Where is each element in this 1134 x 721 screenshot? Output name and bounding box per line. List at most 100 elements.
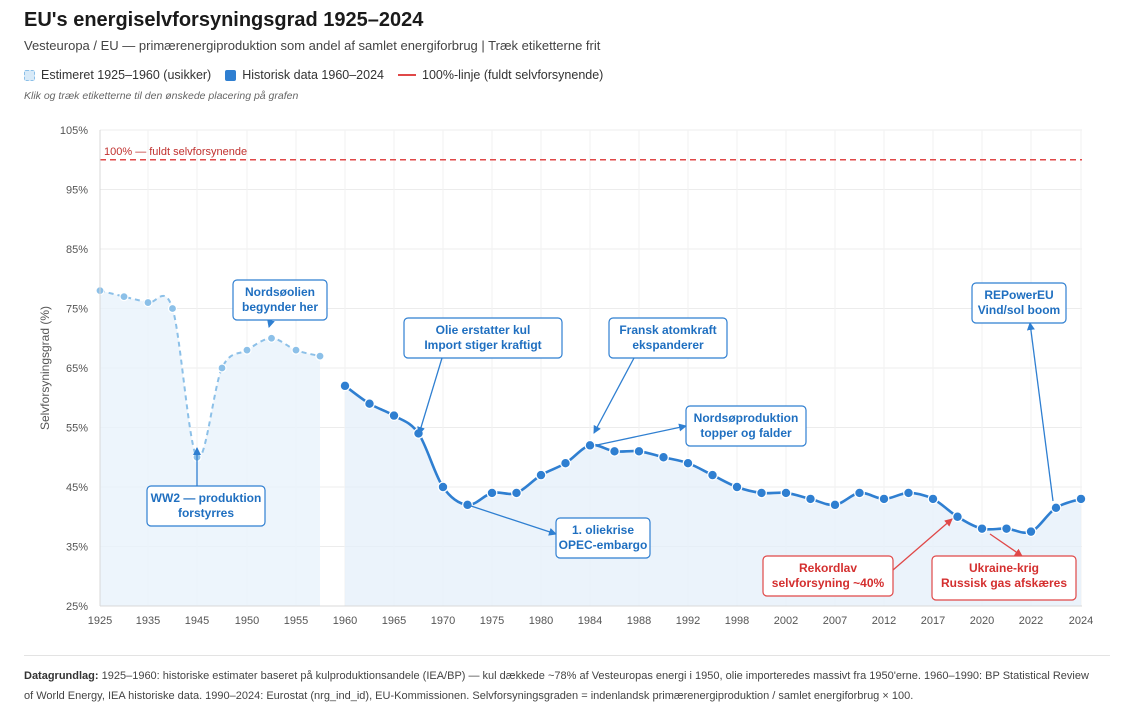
- x-tick-label: 1970: [431, 615, 455, 627]
- data-point-estimated-1950[interactable]: [242, 345, 252, 355]
- data-point-historical-1998[interactable]: [731, 481, 743, 493]
- x-tick-label: 1988: [627, 615, 651, 627]
- data-point-historical-1970[interactable]: [437, 481, 449, 493]
- data-point-historical-2018.5[interactable]: [952, 511, 963, 523]
- line-chart: 100% — fuldt selvforsynende 25% 35% 45% 55%…: [38, 125, 1093, 627]
- data-point-historical-2021[interactable]: [1001, 523, 1012, 535]
- x-tick-label: 2024: [1069, 615, 1093, 627]
- annotation-text: Rekordlav: [799, 561, 857, 575]
- data-point-historical-2024[interactable]: [1075, 493, 1087, 505]
- data-point-historical-1960[interactable]: [339, 380, 351, 392]
- x-tick-label: 1925: [88, 615, 112, 627]
- footer-divider: [24, 655, 1110, 656]
- annotation-text: topper og falder: [700, 426, 792, 440]
- annotation-arrow: [467, 504, 557, 536]
- data-point-historical-2014.5[interactable]: [903, 487, 914, 499]
- annotation-box[interactable]: [685, 405, 807, 447]
- area-estimated: [100, 290, 320, 606]
- x-tick-label: 2002: [774, 615, 798, 627]
- x-tick-label: 2007: [823, 615, 847, 627]
- annotation-text: REPowerEU: [984, 288, 1053, 302]
- data-point-historical-1975[interactable]: [486, 487, 498, 499]
- annotation-arrow: [1026, 322, 1054, 502]
- data-point-historical-1972.5[interactable]: [462, 499, 473, 511]
- data-point-estimated-1947.5[interactable]: [217, 363, 227, 373]
- data-point-historical-2023[interactable]: [1050, 502, 1062, 514]
- data-point-historical-2004.5[interactable]: [805, 493, 816, 505]
- annotation-box[interactable]: [232, 279, 328, 321]
- x-tick-label: 2020: [970, 615, 994, 627]
- annotation-box[interactable]: [146, 485, 266, 527]
- x-tick-label: 1935: [136, 615, 160, 627]
- data-point-historical-2002[interactable]: [780, 487, 792, 499]
- y-tick-label: 55%: [66, 423, 88, 435]
- data-point-estimated-1955[interactable]: [291, 345, 301, 355]
- x-tick-label: 1980: [529, 615, 553, 627]
- annotation-box[interactable]: [931, 555, 1077, 601]
- legend-item-reference[interactable]: 100%-linje (fuldt selvforsynende): [398, 68, 603, 82]
- data-point-estimated-1935[interactable]: [143, 297, 153, 308]
- data-point-estimated-1940[interactable]: [167, 303, 178, 314]
- data-point-historical-2007[interactable]: [829, 499, 841, 511]
- data-point-historical-1984[interactable]: [584, 439, 596, 451]
- annotation-arrow: [989, 533, 1023, 557]
- data-point-historical-1992[interactable]: [682, 457, 694, 469]
- axes: 25% 35% 45% 55% 65% 75% 85% 95% 105% 1925 1935 1945…: [38, 125, 1093, 627]
- data-point-historical-1990[interactable]: [658, 451, 669, 463]
- annotation-text: Fransk atomkraft: [619, 323, 716, 337]
- data-point-historical-1977.5[interactable]: [511, 487, 522, 499]
- data-point-historical-1982[interactable]: [560, 457, 571, 469]
- annotation-text: Russisk gas afskæres: [941, 576, 1067, 590]
- annotation-text: WW2 — produktion: [151, 491, 262, 505]
- x-tick-label: 1975: [480, 615, 504, 627]
- data-point-historical-2020[interactable]: [976, 523, 988, 535]
- data-points: [95, 286, 1087, 538]
- legend-swatch-estimated: [24, 69, 35, 81]
- annotation-text: Vind/sol boom: [978, 303, 1060, 317]
- data-point-estimated-1930[interactable]: [119, 292, 129, 302]
- x-tick-label: 2022: [1019, 615, 1043, 627]
- footer-label: Datagrundlag:: [24, 670, 99, 682]
- legend-label-reference: 100%-linje (fuldt selvforsynende): [422, 68, 604, 82]
- y-tick-label: 25%: [66, 601, 88, 613]
- annotation-box[interactable]: [971, 282, 1067, 324]
- data-point-historical-2017[interactable]: [927, 493, 939, 505]
- annotation-box[interactable]: [403, 317, 563, 359]
- annotation-box[interactable]: [555, 517, 651, 559]
- data-point-historical-1965[interactable]: [388, 410, 400, 422]
- legend-label-historical: Historisk data 1960–2024: [242, 68, 384, 82]
- data-point-historical-1988[interactable]: [633, 445, 645, 457]
- y-tick-label: 105%: [60, 125, 88, 137]
- data-point-historical-2009.5[interactable]: [854, 487, 865, 499]
- y-tick-label: 75%: [66, 304, 88, 316]
- data-point-historical-1962.5[interactable]: [364, 398, 375, 410]
- legend-swatch-reference: [398, 74, 416, 76]
- data-point-historical-1995[interactable]: [707, 469, 718, 481]
- annotation-box[interactable]: [762, 555, 894, 597]
- data-point-historical-2012[interactable]: [878, 493, 890, 505]
- legend-item-estimated[interactable]: Estimeret 1925–1960 (usikker): [24, 68, 211, 82]
- data-point-historical-2022[interactable]: [1025, 526, 1037, 538]
- x-tick-label: 2012: [872, 615, 896, 627]
- data-point-estimated-1952.5[interactable]: [266, 333, 277, 343]
- legend-item-historical[interactable]: Historisk data 1960–2024: [225, 68, 384, 82]
- annotation-text: forstyrres: [178, 506, 234, 520]
- data-point-historical-1980[interactable]: [535, 469, 547, 481]
- y-tick-label: 95%: [66, 185, 88, 197]
- reference-line-group: 100% — fuldt selvforsynende: [100, 146, 1082, 161]
- data-point-historical-1986[interactable]: [609, 445, 620, 457]
- data-point-estimated-1957.5[interactable]: [315, 351, 325, 361]
- data-point-historical-2000[interactable]: [756, 487, 767, 499]
- annotation-box[interactable]: [608, 317, 728, 359]
- annotation-text: Import stiger kraftigt: [424, 338, 541, 352]
